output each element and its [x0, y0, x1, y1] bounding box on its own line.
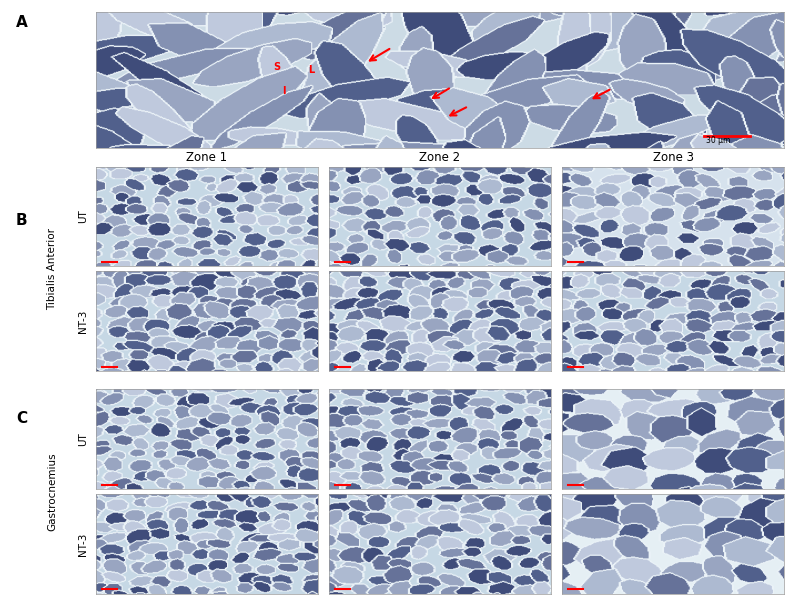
Text: S: S	[274, 62, 281, 72]
Text: UT: UT	[78, 209, 88, 223]
Text: L: L	[308, 65, 314, 76]
Text: Gastrocnemius: Gastrocnemius	[47, 452, 57, 531]
Text: Zone 1: Zone 1	[186, 151, 227, 164]
Text: 30 μm: 30 μm	[706, 136, 730, 145]
Text: Tibialis Anterior: Tibialis Anterior	[47, 228, 57, 310]
Text: A: A	[16, 15, 28, 30]
Text: I: I	[282, 86, 286, 96]
Text: NT-3: NT-3	[78, 532, 88, 556]
Text: NT-3: NT-3	[78, 310, 88, 333]
Text: UT: UT	[78, 433, 88, 446]
Text: Zone 2: Zone 2	[419, 151, 461, 164]
Text: B: B	[16, 213, 28, 228]
Text: Zone 3: Zone 3	[653, 151, 694, 164]
Text: C: C	[16, 411, 27, 426]
